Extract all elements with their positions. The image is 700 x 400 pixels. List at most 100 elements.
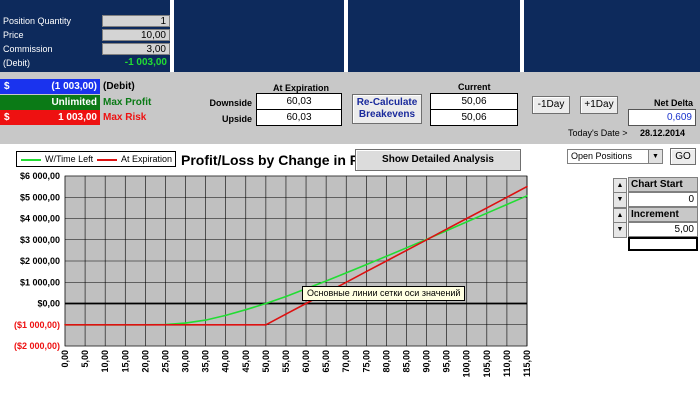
wtime-data-point (224, 314, 227, 317)
max-profit-value: Unlimited (51, 97, 97, 108)
downside-current-field[interactable]: 50,06 (430, 93, 518, 110)
x-tick-label: 60,00 (301, 350, 311, 373)
legend-expiration-swatch (97, 159, 117, 161)
debit-amount: (1 003,00) (51, 81, 97, 92)
max-profit-box: Unlimited (0, 95, 100, 110)
commission-field[interactable]: 3,00 (102, 43, 170, 55)
go-button[interactable]: GO (670, 148, 696, 165)
summary-band: $ (1 003,00) (Debit) Unlimited Max Profi… (0, 72, 700, 144)
chart-start-up-icon[interactable]: ▲ (614, 179, 626, 193)
plus-day-button[interactable]: +1Day (580, 96, 618, 114)
increment-down-icon[interactable]: ▼ (616, 226, 624, 233)
max-risk-value: 1 003,00 (58, 112, 97, 123)
debit-summary-row: $ (1 003,00) (Debit) (0, 79, 172, 94)
increment-field[interactable]: 5,00 (628, 222, 698, 237)
debit-value: -1 003,00 (124, 57, 167, 68)
wtime-data-point (486, 212, 488, 214)
expiration-data-point (385, 260, 388, 262)
y-tick-label: $0,00 (37, 299, 60, 309)
minus-day-button[interactable]: -1Day (532, 96, 570, 114)
expiration-data-point (465, 217, 468, 220)
position-inputs-panel: Position Quantity 1 Price 10,00 Commissi… (0, 0, 172, 72)
chart-start-label: Chart Start (628, 177, 698, 192)
x-tick-label: 30,00 (181, 350, 191, 373)
x-tick-label: 10,00 (100, 350, 110, 373)
upside-label: Upside (221, 114, 252, 124)
x-tick-label: 0,00 (60, 350, 70, 368)
y-tick-label: ($1 000,00) (14, 320, 60, 330)
chart-start-down-icon[interactable]: ▼ (616, 196, 624, 203)
dark-panel-3 (524, 0, 700, 72)
increment-spinner[interactable]: ▲ ▼ (613, 208, 627, 238)
profit-loss-chart: $6 000,00 $5 000,00 $4 000,00 $3 000,00 $2 0… (0, 144, 610, 400)
wtime-data-point (184, 322, 187, 324)
x-tick-label: 15,00 (120, 350, 130, 373)
dark-panel-2 (348, 0, 520, 72)
expiration-data-point (405, 249, 408, 252)
chart-start-spinner[interactable]: ▲ ▼ (613, 178, 627, 208)
expiration-data-point (104, 323, 106, 326)
expiration-data-point (285, 313, 287, 315)
show-detailed-analysis-button[interactable]: Show Detailed Analysis (355, 149, 521, 171)
expiration-data-point (445, 228, 448, 230)
increment-up-icon[interactable]: ▲ (614, 209, 626, 223)
x-tick-label: 100,00 (462, 350, 472, 378)
expiration-data-point (526, 185, 528, 188)
x-tick-label: 55,00 (281, 350, 291, 373)
y-tick-label: $2 000,00 (20, 256, 60, 266)
expiration-data-point (124, 323, 127, 326)
position-quantity-label: Position Quantity (3, 16, 72, 26)
expiration-data-point (144, 323, 147, 326)
debit-summary-box: $ (1 003,00) (0, 79, 100, 94)
y-tick-label: $5 000,00 (20, 192, 60, 202)
net-delta-label: Net Delta (654, 98, 694, 108)
wtime-data-point (526, 194, 528, 197)
todays-date-value: 28.12.2014 (640, 128, 686, 138)
expiration-data-point (265, 323, 267, 326)
downside-expiration-field[interactable]: 60,03 (256, 93, 342, 110)
wtime-data-point (345, 272, 348, 274)
wtime-data-point (325, 280, 327, 282)
increment-label: Increment (628, 207, 698, 222)
x-tick-label: 50,00 (261, 350, 271, 373)
wtime-data-point (385, 255, 388, 258)
y-tick-label: $3 000,00 (20, 235, 60, 245)
dark-panel-1 (174, 0, 344, 72)
positions-select[interactable]: Open Positions ▼ (567, 149, 663, 164)
chart-start-field[interactable]: 0 (628, 192, 698, 207)
wtime-data-point (465, 221, 468, 223)
expiration-data-point (184, 323, 187, 326)
selected-cell[interactable] (628, 237, 698, 251)
upside-current-field[interactable]: 50,06 (430, 109, 518, 126)
wtime-data-point (285, 295, 287, 298)
wtime-data-point (265, 302, 267, 305)
x-tick-label: 65,00 (321, 350, 331, 373)
price-field[interactable]: 10,00 (102, 29, 170, 41)
x-tick-label: 110,00 (502, 350, 512, 377)
chevron-down-icon[interactable]: ▼ (648, 150, 662, 163)
max-risk-label: Max Risk (103, 112, 147, 123)
chart-svg: $6 000,00 $5 000,00 $4 000,00 $3 000,00 $2 0… (14, 171, 532, 378)
expiration-data-point (425, 238, 428, 241)
x-tick-label: 90,00 (422, 350, 432, 373)
wtime-data-point (204, 319, 207, 321)
y-tick-label: $1 000,00 (20, 277, 60, 287)
gridline-tooltip: Основные линии сетки оси значений (302, 286, 466, 301)
x-tick-label: 20,00 (140, 350, 150, 373)
expiration-data-point (224, 323, 227, 326)
expiration-data-point (244, 323, 247, 326)
x-tick-label: 70,00 (341, 350, 351, 373)
wtime-data-point (405, 247, 408, 249)
debit-summary-label: (Debit) (103, 81, 135, 92)
expiration-data-point (84, 323, 86, 326)
expiration-data-point (204, 323, 207, 326)
upside-expiration-field[interactable]: 60,03 (256, 109, 342, 126)
position-quantity-row: Position Quantity 1 (0, 15, 172, 28)
recalculate-breakevens-button[interactable]: Re-Calculate Breakevens (352, 94, 422, 124)
x-tick-label: 25,00 (160, 350, 170, 373)
position-quantity-field[interactable]: 1 (102, 15, 170, 27)
debit-row: (Debit) -1 003,00 (0, 57, 172, 70)
todays-date-label: Today's Date > (568, 128, 628, 138)
expiration-data-point (506, 196, 508, 199)
x-tick-label: 85,00 (401, 350, 411, 373)
